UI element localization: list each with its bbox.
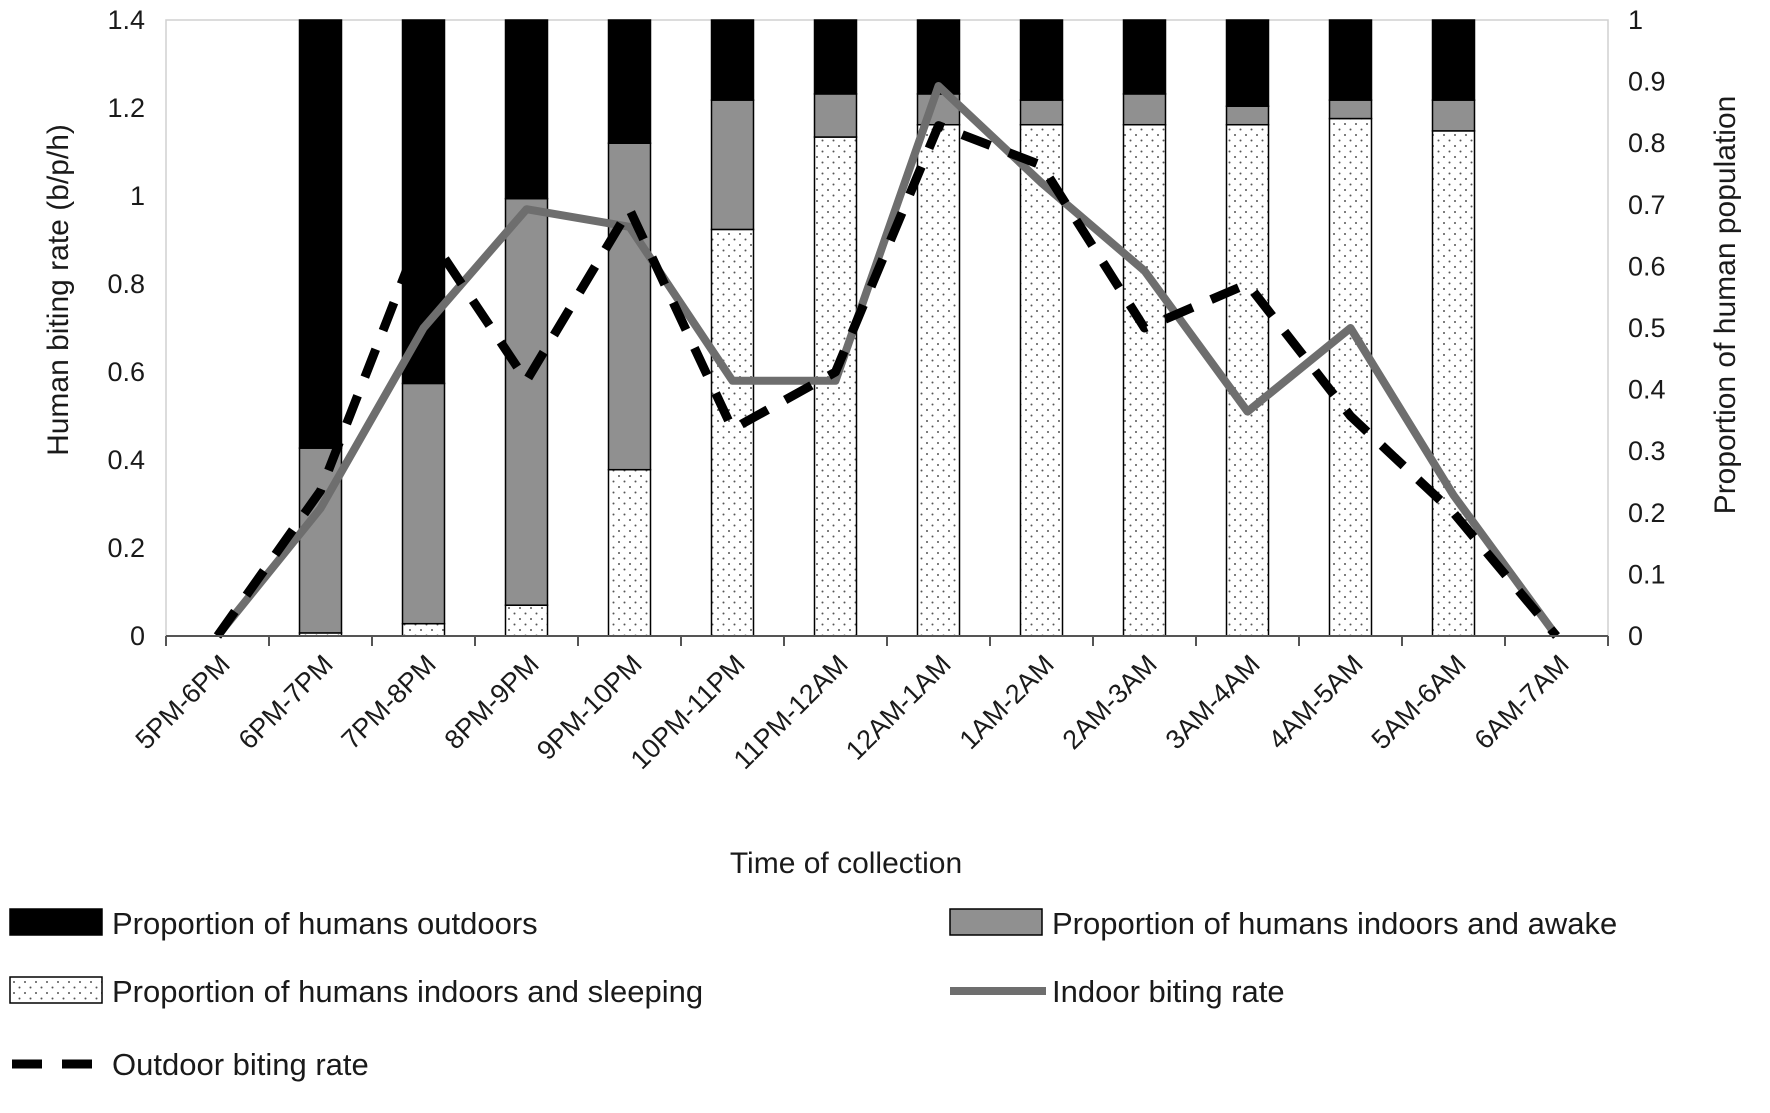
bar-proportion-of-humans-indoors-and-awake-8 — [1019, 99, 1064, 126]
x-axis-title: Time of collection — [730, 847, 962, 880]
line-outdoor-biting-rate — [213, 121, 1560, 639]
x-tick-label-3: 8PM-9PM — [439, 649, 545, 755]
biting-rate-lines — [213, 82, 1560, 639]
y-axis-left-title: Human biting rate (b/p/h) — [42, 124, 75, 456]
y-left-tick-label-4: 0.8 — [107, 269, 145, 299]
bar-proportion-of-humans-indoors-and-awake-10 — [1225, 105, 1270, 126]
x-tick-label-0: 5PM-6PM — [130, 649, 236, 755]
bar-proportion-of-humans-indoors-and-awake-11 — [1328, 99, 1373, 120]
bar-proportion-of-humans-indoors-and-sleeping-11 — [1328, 117, 1373, 637]
bar-proportion-of-humans-outdoors-6 — [813, 19, 858, 95]
bar-proportion-of-humans-indoors-and-sleeping-10 — [1225, 123, 1270, 637]
bar-proportion-of-humans-indoors-and-sleeping-8 — [1019, 123, 1064, 637]
bar-proportion-of-humans-indoors-and-sleeping-7 — [916, 123, 961, 637]
bar-proportion-of-humans-outdoors-1 — [298, 19, 343, 449]
bar-proportion-of-humans-outdoors-10 — [1225, 19, 1270, 107]
bar-proportion-of-humans-indoors-and-sleeping-9 — [1122, 123, 1167, 637]
y-right-tick-label-3: 0.3 — [1628, 436, 1666, 466]
bar-proportion-of-humans-indoors-and-sleeping-5 — [710, 228, 755, 637]
bar-proportion-of-humans-indoors-and-awake-3 — [504, 197, 549, 606]
bar-proportion-of-humans-outdoors-8 — [1019, 19, 1064, 101]
legend-swatch-proportion-of-humans-indoors-and-sleeping — [9, 976, 103, 1004]
bar-proportion-of-humans-indoors-and-awake-12 — [1431, 99, 1476, 132]
y-right-tick-label-10: 1 — [1628, 5, 1643, 35]
y-right-tick-label-9: 0.9 — [1628, 67, 1666, 97]
bar-proportion-of-humans-outdoors-3 — [504, 19, 549, 200]
y-right-tick-label-0: 0 — [1628, 621, 1643, 651]
y-left-tick-label-1: 0.2 — [107, 533, 145, 563]
bar-proportion-of-humans-indoors-and-awake-4 — [607, 142, 652, 471]
y-left-tick-label-5: 1 — [130, 181, 145, 211]
legend-label-proportion-of-humans-indoors-and-sleeping: Proportion of humans indoors and sleepin… — [112, 974, 703, 1009]
x-tick-label-2: 7PM-8PM — [336, 649, 442, 755]
bar-proportion-of-humans-indoors-and-sleeping-4 — [607, 468, 652, 637]
x-tick-label-10: 3AM-4AM — [1160, 649, 1266, 755]
line-indoor-biting-rate — [214, 82, 1560, 639]
x-tick-label-8: 1AM-2AM — [954, 649, 1060, 755]
y-right-tick-label-6: 0.6 — [1628, 251, 1666, 281]
x-tick-label-12: 5AM-6AM — [1366, 649, 1472, 755]
bar-proportion-of-humans-outdoors-12 — [1431, 19, 1476, 101]
bar-proportion-of-humans-outdoors-9 — [1122, 19, 1167, 95]
legend-swatch-proportion-of-humans-outdoors — [9, 908, 103, 936]
y-left-tick-label-2: 0.4 — [107, 445, 145, 475]
bar-proportion-of-humans-outdoors-11 — [1328, 19, 1373, 101]
legend-swatch-proportion-of-humans-indoors-and-awake — [949, 908, 1043, 936]
y-right-tick-label-8: 0.8 — [1628, 128, 1666, 158]
bar-proportion-of-humans-indoors-and-sleeping-2 — [401, 622, 446, 637]
legend-label-indoor-biting-rate: Indoor biting rate — [1052, 974, 1285, 1009]
y-right-tick-label-4: 0.4 — [1628, 375, 1666, 405]
bar-proportion-of-humans-indoors-and-sleeping-12 — [1431, 130, 1476, 637]
y-left-tick-label-7: 1.4 — [107, 5, 145, 35]
y-left-tick-label-3: 0.6 — [107, 357, 145, 387]
bar-proportion-of-humans-indoors-and-awake-6 — [813, 93, 858, 138]
legend: Proportion of humans outdoors Proportion … — [9, 906, 1617, 1082]
stacked-bars — [298, 19, 1476, 637]
x-tick-label-1: 6PM-7PM — [233, 649, 339, 755]
bar-proportion-of-humans-indoors-and-sleeping-6 — [813, 136, 858, 637]
x-tick-label-11: 4AM-5AM — [1263, 649, 1369, 755]
y-right-tick-label-1: 0.1 — [1628, 559, 1666, 589]
bar-proportion-of-humans-outdoors-5 — [710, 19, 755, 101]
legend-label-outdoor-biting-rate: Outdoor biting rate — [112, 1047, 369, 1082]
bar-proportion-of-humans-indoors-and-awake-2 — [401, 382, 446, 625]
y-left-tick-label-0: 0 — [130, 621, 145, 651]
x-tick-label-13: 6AM-7AM — [1469, 649, 1575, 755]
bar-proportion-of-humans-indoors-and-awake-5 — [710, 99, 755, 231]
y-left-tick-label-6: 1.2 — [107, 93, 145, 123]
y-axis-right-title: Proportion of human population — [1709, 96, 1742, 515]
y-right-tick-label-7: 0.7 — [1628, 190, 1666, 220]
y-right-tick-label-5: 0.5 — [1628, 313, 1666, 343]
legend-label-proportion-of-humans-indoors-and-awake: Proportion of humans indoors and awake — [1052, 906, 1617, 941]
bar-proportion-of-humans-indoors-and-awake-9 — [1122, 93, 1167, 126]
bar-proportion-of-humans-outdoors-4 — [607, 19, 652, 144]
y-right-tick-label-2: 0.2 — [1628, 498, 1666, 528]
legend-label-proportion-of-humans-outdoors: Proportion of humans outdoors — [112, 906, 538, 941]
bar-proportion-of-humans-indoors-and-sleeping-3 — [504, 604, 549, 637]
x-tick-label-9: 2AM-3AM — [1057, 649, 1163, 755]
x-tick-label-7: 12AM-1AM — [840, 649, 957, 766]
